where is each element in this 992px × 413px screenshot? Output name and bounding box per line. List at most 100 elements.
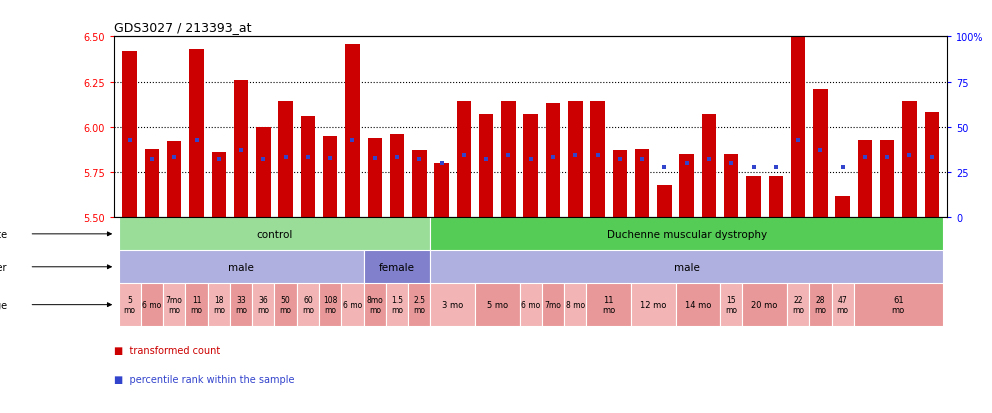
Bar [546,104,560,218]
Bar [769,176,783,218]
Bar [431,284,475,326]
Bar [680,154,694,218]
Bar [475,284,520,326]
Text: 61
mo: 61 mo [892,296,905,314]
Text: 6 mo: 6 mo [521,300,541,309]
Bar [167,142,182,218]
Bar [880,140,895,218]
Bar [163,284,186,326]
Text: 11
mo: 11 mo [602,296,615,314]
Bar [631,284,676,326]
Bar [118,251,364,284]
Text: 15
mo: 15 mo [725,296,737,314]
Bar [568,102,582,218]
Bar [408,284,431,326]
Text: GDS3027 / 213393_at: GDS3027 / 213393_at [114,21,252,34]
Text: disease state: disease state [0,229,7,239]
Text: 47
mo: 47 mo [836,296,848,314]
Text: 108
mo: 108 mo [323,296,337,314]
Bar [256,128,271,218]
Text: 11
mo: 11 mo [190,296,202,314]
Bar [386,284,408,326]
Text: 22
mo: 22 mo [792,296,805,314]
Bar [858,140,872,218]
Text: ■  transformed count: ■ transformed count [114,345,220,355]
Bar [809,284,831,326]
Bar [501,102,516,218]
Bar [613,151,627,218]
Bar [813,90,827,218]
Bar [390,135,405,218]
Text: 1.5
mo: 1.5 mo [391,296,403,314]
Bar [412,151,427,218]
Text: 50
mo: 50 mo [280,296,292,314]
Text: 20 mo: 20 mo [752,300,778,309]
Bar [345,44,360,218]
Bar [364,284,386,326]
Text: 5 mo: 5 mo [487,300,508,309]
Text: Duchenne muscular dystrophy: Duchenne muscular dystrophy [607,229,767,239]
Bar [791,37,806,218]
Text: 36
mo: 36 mo [257,296,270,314]
Bar [831,284,854,326]
Text: 14 mo: 14 mo [684,300,711,309]
Text: 18
mo: 18 mo [213,296,225,314]
Text: 6 mo: 6 mo [142,300,162,309]
Bar [520,284,542,326]
Text: female: female [379,262,415,272]
Text: 3 mo: 3 mo [442,300,463,309]
Bar [279,102,293,218]
Bar [207,284,230,326]
Text: 28
mo: 28 mo [814,296,826,314]
Bar [319,284,341,326]
Bar [586,284,631,326]
Bar [364,251,431,284]
Bar [657,185,672,218]
Bar [524,115,538,218]
Text: 5
mo: 5 mo [124,296,136,314]
Bar [564,284,586,326]
Bar [141,284,163,326]
Bar [479,115,493,218]
Bar [297,284,319,326]
Bar [925,113,939,218]
Text: 7mo
mo: 7mo mo [166,296,183,314]
Text: 60
mo: 60 mo [302,296,313,314]
Bar [542,284,564,326]
Text: male: male [674,262,699,272]
Text: control: control [256,229,293,239]
Bar [230,284,252,326]
Bar [118,218,431,251]
Bar [252,284,275,326]
Text: 6 mo: 6 mo [343,300,362,309]
Text: 12 mo: 12 mo [640,300,667,309]
Text: gender: gender [0,262,7,272]
Text: 7mo: 7mo [545,300,561,309]
Bar [301,117,315,218]
Bar [676,284,720,326]
Bar [701,115,716,218]
Bar [323,137,337,218]
Text: ■  percentile rank within the sample: ■ percentile rank within the sample [114,374,295,384]
Bar [275,284,297,326]
Bar [211,153,226,218]
Bar [635,149,650,218]
Bar [186,284,207,326]
Bar [145,149,159,218]
Bar [787,284,809,326]
Bar [431,251,943,284]
Bar [434,164,448,218]
Text: 33
mo: 33 mo [235,296,247,314]
Text: 8mo
mo: 8mo mo [366,296,383,314]
Bar [746,176,761,218]
Bar [742,284,787,326]
Bar [234,81,248,218]
Bar [854,284,943,326]
Bar [835,196,850,218]
Bar [431,218,943,251]
Bar [590,102,605,218]
Bar [122,52,137,218]
Bar [189,50,203,218]
Text: age: age [0,300,7,310]
Text: male: male [228,262,254,272]
